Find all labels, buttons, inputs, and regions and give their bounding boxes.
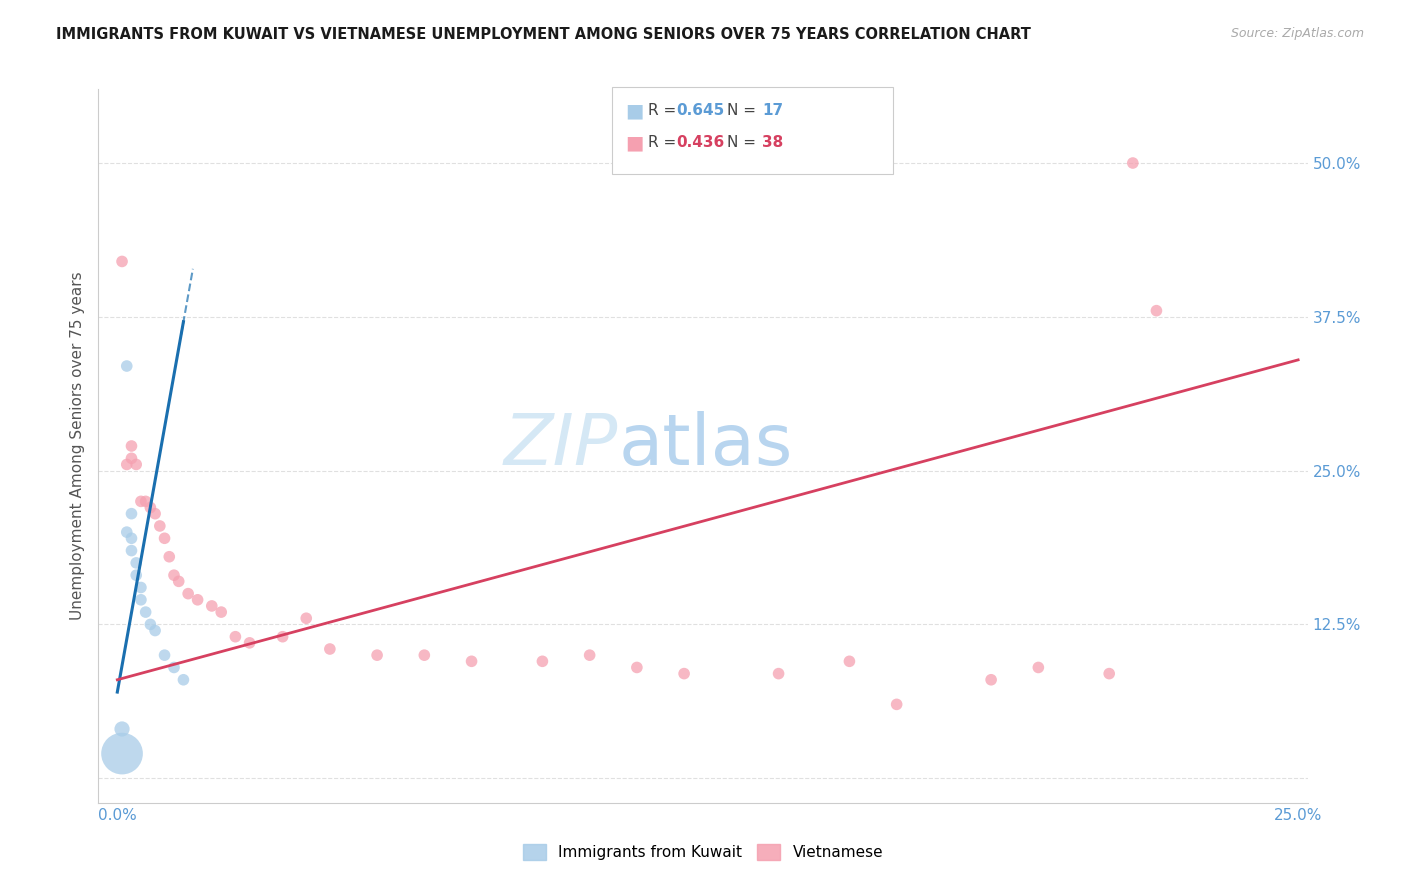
Point	[115, 458, 138, 472]
Point	[224, 630, 246, 644]
Point	[319, 642, 342, 657]
Point	[187, 592, 209, 607]
Point	[271, 630, 294, 644]
Point	[578, 648, 600, 662]
Text: 17: 17	[762, 103, 783, 118]
Point	[838, 654, 860, 668]
Point	[121, 439, 143, 453]
Legend: Immigrants from Kuwait, Vietnamese: Immigrants from Kuwait, Vietnamese	[517, 838, 889, 866]
Point	[115, 525, 138, 540]
Point	[163, 568, 186, 582]
Point	[177, 587, 200, 601]
Point	[143, 624, 166, 638]
Point	[768, 666, 790, 681]
Text: N =: N =	[727, 103, 761, 118]
Point	[1144, 303, 1167, 318]
Text: ■: ■	[626, 133, 644, 153]
Point	[115, 359, 138, 373]
Point	[125, 556, 148, 570]
Point	[125, 458, 148, 472]
Point	[129, 494, 152, 508]
Point	[139, 617, 162, 632]
Point	[121, 543, 143, 558]
Point	[111, 722, 134, 736]
Point	[143, 507, 166, 521]
Point	[129, 592, 152, 607]
Point	[1098, 666, 1121, 681]
Point	[886, 698, 908, 712]
Text: atlas: atlas	[619, 411, 793, 481]
Point	[460, 654, 482, 668]
Point	[121, 507, 143, 521]
Point	[125, 568, 148, 582]
Point	[239, 636, 262, 650]
Point	[111, 747, 134, 761]
Point	[531, 654, 554, 668]
Point	[1122, 156, 1144, 170]
Text: IMMIGRANTS FROM KUWAIT VS VIETNAMESE UNEMPLOYMENT AMONG SENIORS OVER 75 YEARS CO: IMMIGRANTS FROM KUWAIT VS VIETNAMESE UNE…	[56, 27, 1031, 42]
Point	[139, 500, 162, 515]
Point	[673, 666, 696, 681]
Point	[366, 648, 388, 662]
Point	[163, 660, 186, 674]
Text: Source: ZipAtlas.com: Source: ZipAtlas.com	[1230, 27, 1364, 40]
Point	[111, 254, 134, 268]
Point	[153, 648, 176, 662]
Point	[626, 660, 648, 674]
Text: 0.436: 0.436	[676, 136, 724, 150]
Point	[209, 605, 232, 619]
Y-axis label: Unemployment Among Seniors over 75 years: Unemployment Among Seniors over 75 years	[69, 272, 84, 620]
Point	[153, 531, 176, 545]
Point	[201, 599, 224, 613]
Point	[172, 673, 194, 687]
Point	[167, 574, 190, 589]
Point	[413, 648, 436, 662]
Point	[980, 673, 1002, 687]
Point	[121, 451, 143, 466]
Text: R =: R =	[648, 103, 682, 118]
Point	[129, 581, 152, 595]
Point	[121, 531, 143, 545]
Text: 0.645: 0.645	[676, 103, 724, 118]
Point	[157, 549, 180, 564]
Text: N =: N =	[727, 136, 761, 150]
Point	[1028, 660, 1050, 674]
Text: ZIP: ZIP	[503, 411, 619, 481]
Point	[295, 611, 318, 625]
Text: R =: R =	[648, 136, 682, 150]
Point	[135, 494, 157, 508]
Point	[149, 519, 172, 533]
Point	[135, 605, 157, 619]
Text: 38: 38	[762, 136, 783, 150]
Text: ■: ■	[626, 101, 644, 120]
